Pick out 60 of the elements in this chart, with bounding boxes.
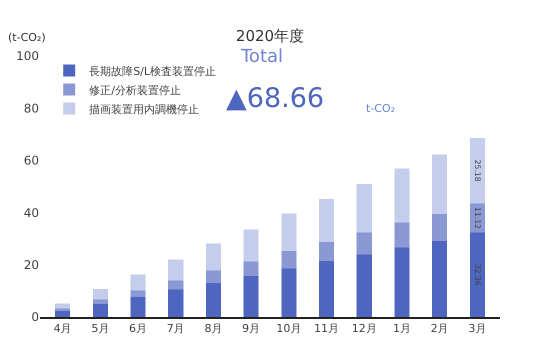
bar	[92, 304, 108, 317]
annotation: ▲68.66	[226, 83, 324, 114]
bar	[319, 261, 334, 317]
bar	[356, 184, 372, 233]
bar	[470, 232, 485, 317]
x-tick-label: 4月	[54, 322, 72, 335]
bar	[281, 268, 296, 317]
bar	[206, 270, 221, 283]
legend-label: 長期故障S/L検査装置停止	[89, 64, 216, 78]
chart-title: 2020年度	[236, 26, 304, 45]
x-tick-label: 7月	[166, 322, 185, 335]
x-tick-label: 8月	[204, 322, 222, 335]
bar	[130, 274, 146, 291]
bar	[206, 282, 221, 317]
bar	[244, 261, 259, 276]
bar	[394, 168, 410, 223]
bar	[92, 289, 108, 300]
bar	[168, 280, 184, 290]
annotation: Total	[240, 46, 284, 67]
x-tick-label: 2月	[430, 322, 449, 335]
bar	[319, 242, 334, 262]
x-tick-label: 3月	[468, 322, 486, 335]
x-tick-label: 5月	[91, 322, 110, 335]
x-tick-label: 12月	[352, 322, 377, 335]
bar	[432, 154, 448, 214]
x-tick-label: 9月	[242, 322, 260, 335]
x-tick-label: 10月	[276, 322, 302, 335]
bar	[55, 311, 70, 317]
bar	[319, 198, 334, 242]
bar	[356, 232, 372, 254]
bar	[55, 303, 70, 309]
bar	[130, 297, 146, 317]
bar	[394, 222, 410, 248]
legend-label: 修正/分析装置停止	[89, 84, 181, 97]
x-tick-label: 6月	[129, 322, 148, 335]
bar	[244, 229, 259, 262]
bar	[432, 214, 448, 241]
bar	[206, 243, 221, 271]
bar	[432, 240, 448, 317]
legend-label: 描画装置用内調機停止	[89, 102, 200, 116]
x-tick-label: 11月	[314, 322, 340, 335]
y-tick-label: 20	[24, 258, 39, 272]
y-tick-label: 40	[24, 206, 39, 220]
bar	[92, 300, 108, 304]
y-tick-label: 80	[24, 101, 39, 116]
bar	[281, 213, 296, 252]
x-tick-label: 1月	[392, 322, 411, 335]
bar	[281, 251, 296, 268]
bar	[130, 290, 146, 298]
bar	[168, 260, 184, 280]
annotation: t-CO₂	[366, 102, 396, 115]
bar	[244, 276, 259, 317]
y-axis-title: (t-CO₂)	[8, 31, 46, 44]
y-tick-label: 60	[24, 154, 39, 168]
y-tick-label: 100	[16, 49, 39, 64]
bar	[168, 290, 184, 317]
y-tick-label: 0	[31, 310, 39, 324]
bar	[356, 254, 372, 317]
bar	[394, 247, 410, 317]
bar	[470, 138, 485, 204]
